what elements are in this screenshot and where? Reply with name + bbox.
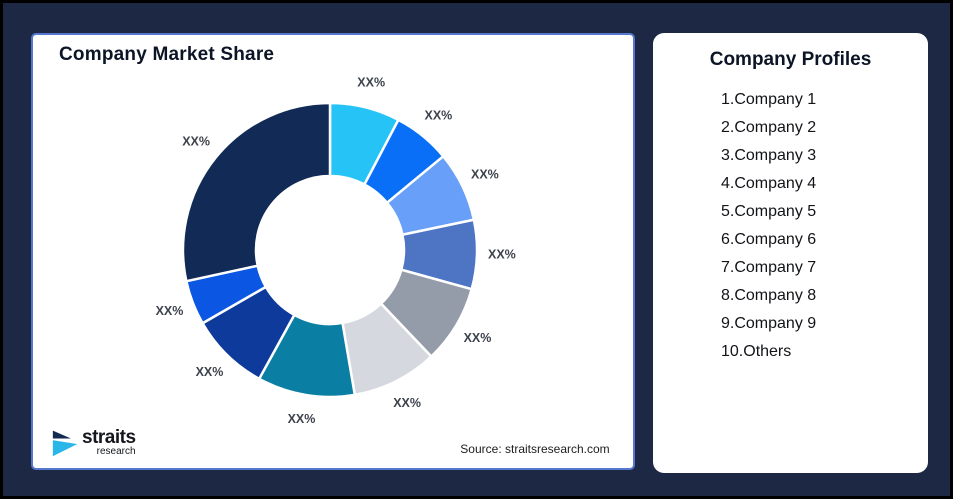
donut-segment-label: XX% [182, 134, 210, 148]
company-profile-item: 4.Company 4 [721, 175, 817, 192]
company-profiles-list: 1.Company 1 2.Company 2 3.Company 3 4.Compa… [653, 86, 928, 366]
donut-segment-label: XX% [425, 109, 453, 123]
donut-segment-label: XX% [196, 365, 224, 379]
donut-segment-label: XX% [471, 168, 499, 182]
market-share-card: Company Market Share XX% XX% XX% XX% XX% XX% X… [31, 33, 635, 470]
straits-research-logo: straits research [50, 428, 136, 458]
logo-text-primary: straits [82, 427, 136, 448]
source-attribution: Source: straitsresearch.com [460, 442, 610, 456]
donut-segment-label: XX% [393, 396, 421, 410]
donut-segment-label: XX% [464, 331, 492, 345]
company-profile-item: 5.Company 5 [721, 203, 817, 220]
company-profile-item: 6.Company 6 [721, 231, 817, 248]
company-profile-item: 3.Company 3 [721, 147, 817, 164]
donut-segment-label: XX% [488, 248, 516, 262]
donut-segment-label: XX% [357, 75, 385, 89]
company-profiles-card: Company Profiles 1.Company 1 2.Company 2 3… [653, 33, 928, 473]
donut-chart: XX% XX% XX% XX% XX% XX% XX% XX% XX% XX% [156, 75, 516, 426]
company-profile-item: 2.Company 2 [721, 119, 817, 136]
company-profile-item: 1.Company 1 [721, 91, 817, 108]
profiles-title: Company Profiles [709, 49, 872, 70]
logo-text: straits research [82, 427, 136, 457]
company-profile-item: 9.Company 9 [721, 315, 817, 332]
chart-title: Company Market Share [59, 44, 275, 65]
straits-logo-mark-icon [52, 429, 80, 458]
company-profile-item: 8.Company 8 [721, 287, 817, 304]
donut-segment-label: XX% [156, 304, 184, 318]
company-profile-item: 10.Others [721, 343, 792, 360]
company-profile-item: 7.Company 7 [721, 259, 817, 276]
logo-text-secondary: research [96, 446, 136, 457]
donut-segment-label: XX% [288, 412, 316, 426]
donut-segment [181, 101, 332, 283]
